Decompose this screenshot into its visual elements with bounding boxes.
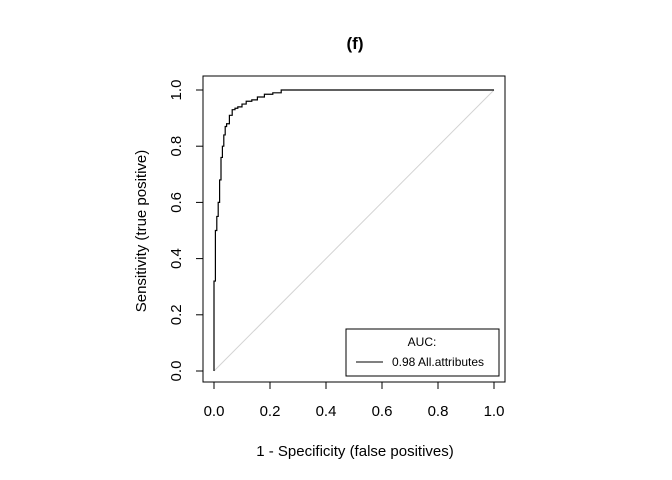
y-tick-label: 0.8 xyxy=(168,136,185,157)
y-tick-label: 0.4 xyxy=(168,248,185,269)
y-tick-label: 0.2 xyxy=(168,304,185,325)
x-tick-label: 0.6 xyxy=(372,403,393,420)
legend-box xyxy=(345,328,500,377)
y-axis-label: Sensitivity (true positive) xyxy=(133,150,150,313)
roc-curve-series-0 xyxy=(213,89,494,371)
plot-area xyxy=(213,89,495,372)
x-tick-label: 0.0 xyxy=(204,403,225,420)
y-tick-label: 0.0 xyxy=(168,361,185,382)
legend: AUC: 0.98 All.attributes xyxy=(345,328,500,377)
x-tick-label: 0.4 xyxy=(316,403,337,420)
y-tick-label: 1.0 xyxy=(168,80,185,101)
x-axis: 0.0 0.2 0.4 0.6 0.8 1.0 xyxy=(204,381,505,420)
x-tick-label: 0.2 xyxy=(260,403,281,420)
y-tick-label: 0.6 xyxy=(168,192,185,213)
y-axis: 0.0 0.2 0.4 0.6 0.8 1.0 xyxy=(168,80,204,382)
x-axis-label: 1 - Specificity (false positives) xyxy=(256,443,454,460)
legend-title: AUC: xyxy=(408,335,437,349)
x-tick-label: 0.8 xyxy=(428,403,449,420)
x-tick-label: 1.0 xyxy=(484,403,505,420)
legend-entry-label: 0.98 All.attributes xyxy=(392,355,484,369)
chart-title: (f) xyxy=(347,34,364,53)
diagonal-reference-line xyxy=(213,89,495,372)
